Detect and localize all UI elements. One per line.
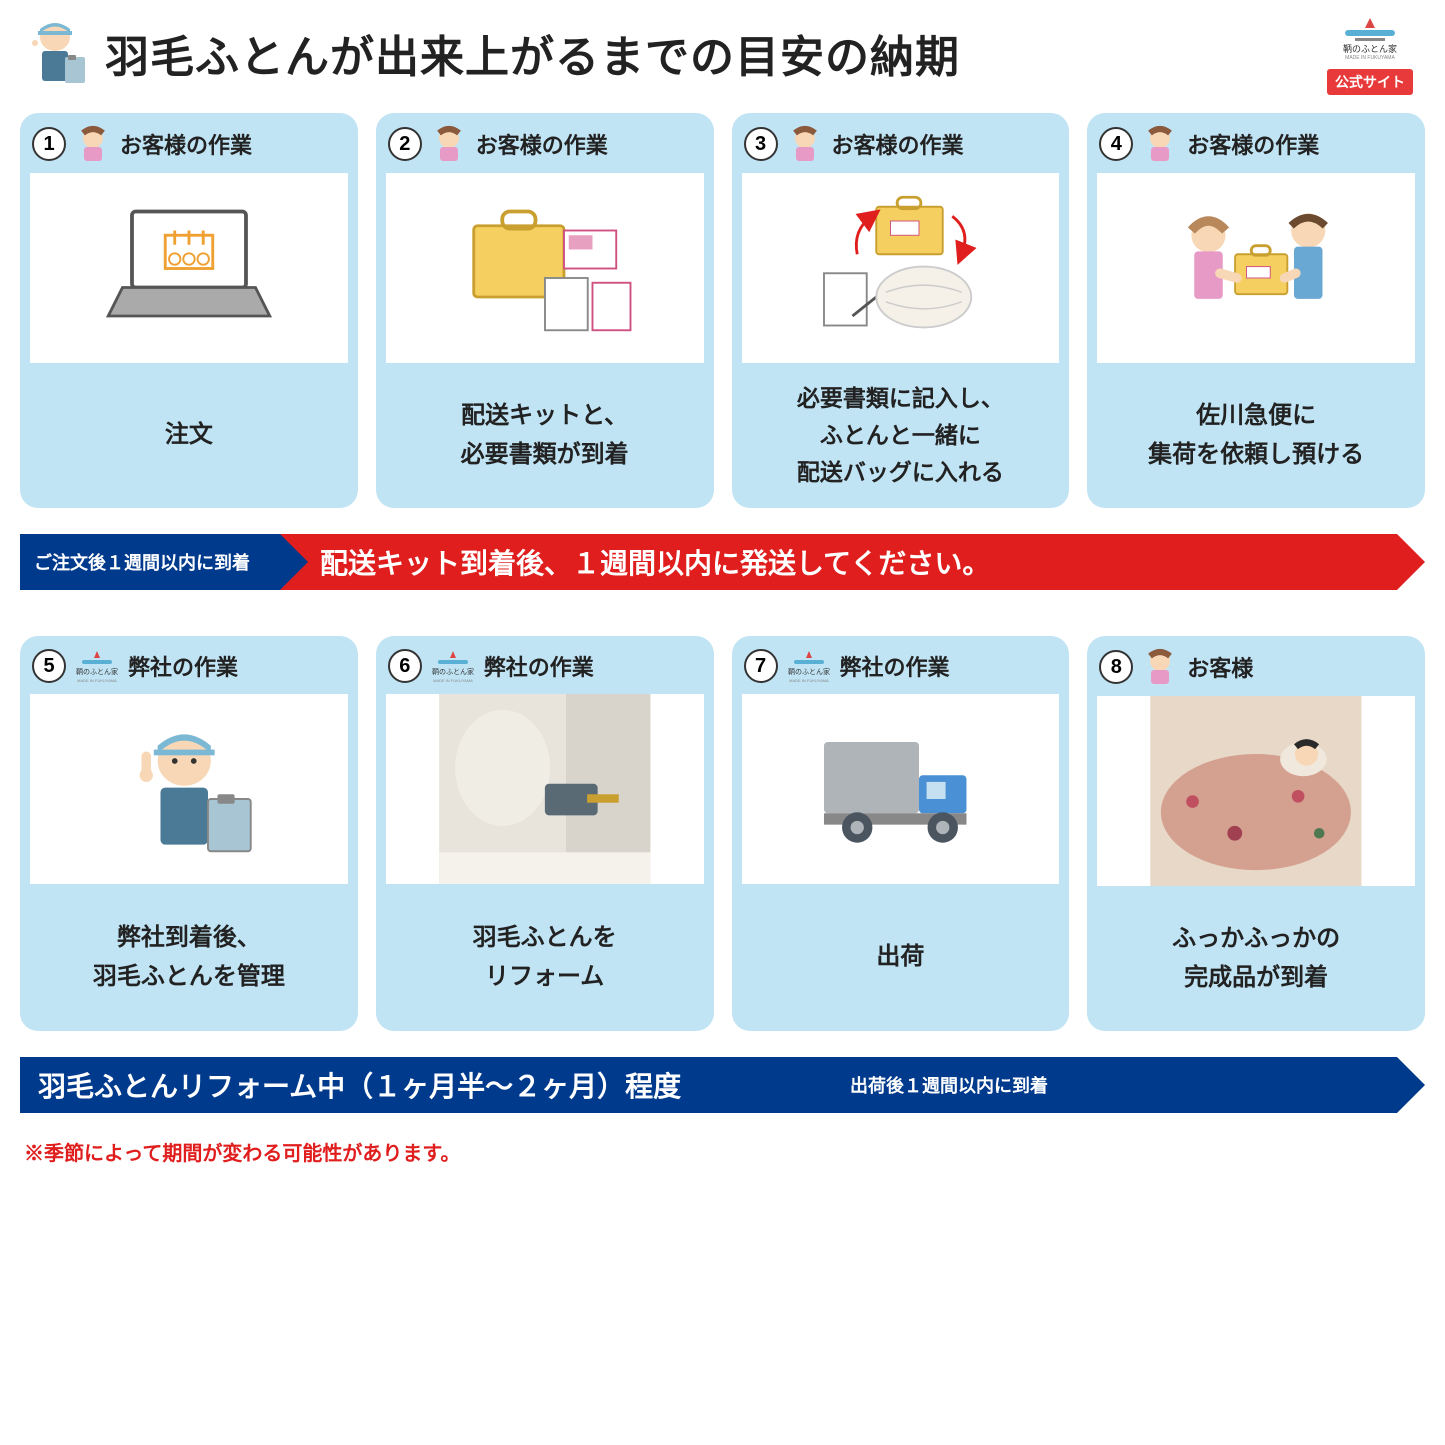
- step-number: 2: [388, 127, 422, 161]
- kit-docs-icon: [402, 183, 688, 354]
- step-image-6: [386, 694, 704, 884]
- step-card-1: 1 お客様の作業 注文: [20, 113, 358, 508]
- customer-icon: [1139, 123, 1181, 165]
- step-desc: 羽毛ふとんを リフォーム: [376, 884, 714, 1031]
- step-number: 4: [1099, 127, 1133, 161]
- step-image-1: [30, 173, 348, 363]
- infographic-container: 羽毛ふとんが出来上がるまでの目安の納期 鞆のふとん家 MADE IN FUKUY…: [0, 0, 1445, 1186]
- step-desc: 佐川急便に 集荷を依頼し預ける: [1087, 363, 1425, 508]
- step-card-8: 8 お客様 ふっかふっかの 完成品が到着: [1087, 636, 1425, 1031]
- step-header: 5 鞆のふとん家 MADE IN FUKUYAMA 弊社の作業: [20, 636, 358, 694]
- handoff-icon: [1113, 183, 1399, 354]
- company-logo-small-icon: 鞆のふとん家 MADE IN FUKUYAMA: [784, 646, 834, 686]
- step-number: 7: [744, 649, 778, 683]
- svg-text:鞆のふとん家: 鞆のふとん家: [1343, 43, 1397, 54]
- step-desc: 注文: [20, 363, 358, 508]
- header: 羽毛ふとんが出来上がるまでの目安の納期 鞆のふとん家 MADE IN FUKUY…: [0, 0, 1445, 105]
- season-note: ※季節によって期間が変わる可能性があります。: [0, 1131, 1445, 1186]
- svg-text:鞆のふとん家: 鞆のふとん家: [432, 667, 474, 676]
- step-card-6: 6 鞆のふとん家 MADE IN FUKUYAMA 弊社の作業 羽毛ふとんを リフ…: [376, 636, 714, 1031]
- step-owner: 弊社の作業: [840, 650, 950, 682]
- steps-row-2: 5 鞆のふとん家MADE IN FUKUYAMA 弊社の作業 弊社到着後、 羽毛: [0, 628, 1445, 1039]
- step-image-5: [30, 694, 348, 884]
- step-header: 2 お客様の作業: [376, 113, 714, 173]
- step-owner: お客様の作業: [832, 128, 964, 160]
- arrow-red: 配送キット到着後、１週間以内に発送してください。: [280, 534, 1397, 590]
- customer-icon: [428, 123, 470, 165]
- step-header: 6 鞆のふとん家 MADE IN FUKUYAMA 弊社の作業: [376, 636, 714, 694]
- step-number: 6: [388, 649, 422, 683]
- step-owner: お客様の作業: [476, 128, 608, 160]
- sleeping-photo-icon: [1097, 696, 1415, 886]
- truck-icon: [757, 704, 1043, 875]
- svg-text:MADE IN FUKUYAMA: MADE IN FUKUYAMA: [77, 678, 117, 683]
- step-owner: お客様の作業: [1187, 128, 1319, 160]
- step-number: 3: [744, 127, 778, 161]
- main-title: 羽毛ふとんが出来上がるまでの目安の納期: [105, 21, 1300, 85]
- step-card-7: 7 鞆のふとん家 MADE IN FUKUYAMA 弊社の作業 出荷: [732, 636, 1070, 1031]
- step-card-2: 2 お客様の作業 配送キットと、 必要書類が到着: [376, 113, 714, 508]
- step-image-8: [1097, 696, 1415, 886]
- step-card-4: 4 お客様の作業 佐川急便に 集荷: [1087, 113, 1425, 508]
- arrow-text: ご注文後１週間以内に到着: [34, 549, 250, 575]
- arrow-row-1: ご注文後１週間以内に到着 配送キット到着後、１週間以内に発送してください。: [0, 516, 1445, 608]
- step-image-3: [742, 173, 1060, 363]
- svg-text:MADE IN FUKUYAMA: MADE IN FUKUYAMA: [1345, 55, 1395, 60]
- step-header: 3 お客様の作業: [732, 113, 1070, 173]
- arrow-navy-3: 出荷後１週間以内に到着: [810, 1057, 1397, 1113]
- step-number: 5: [32, 649, 66, 683]
- step-owner: 弊社の作業: [128, 650, 238, 682]
- company-logo-icon: 鞆のふとん家 MADE IN FUKUYAMA: [1325, 10, 1415, 60]
- step-header: 8 お客様: [1087, 636, 1425, 696]
- worker-icon: [20, 15, 90, 90]
- step-owner: お客様の作業: [120, 128, 252, 160]
- arrow-text: 羽毛ふとんリフォーム中（１ヶ月半〜２ヶ月）程度: [38, 1065, 681, 1105]
- svg-text:鞆のふとん家: 鞆のふとん家: [76, 667, 118, 676]
- steps-row-1: 1 お客様の作業 注文: [0, 105, 1445, 516]
- step-card-3: 3 お客様の作業 必要書類に記入し、 ふとんと一緒に 配: [732, 113, 1070, 508]
- svg-text:鞆のふとん家: 鞆のふとん家: [788, 667, 830, 676]
- arrow-text: 出荷後１週間以内に到着: [850, 1072, 1048, 1098]
- official-badge: 公式サイト: [1327, 69, 1413, 95]
- step-image-2: [386, 173, 704, 363]
- arrow-navy-2: 羽毛ふとんリフォーム中（１ヶ月半〜２ヶ月）程度: [20, 1057, 810, 1113]
- pack-icon: [757, 183, 1043, 354]
- step-image-4: [1097, 173, 1415, 363]
- step-owner: お客様: [1187, 651, 1253, 683]
- arrow-row-2: 羽毛ふとんリフォーム中（１ヶ月半〜２ヶ月）程度 出荷後１週間以内に到着: [0, 1039, 1445, 1131]
- customer-icon: [72, 123, 114, 165]
- step-desc: 配送キットと、 必要書類が到着: [376, 363, 714, 508]
- laptop-icon: [46, 183, 332, 354]
- reform-photo-icon: [386, 694, 704, 884]
- step-header: 4 お客様の作業: [1087, 113, 1425, 173]
- step-number: 1: [32, 127, 66, 161]
- step-header: 7 鞆のふとん家 MADE IN FUKUYAMA 弊社の作業: [732, 636, 1070, 694]
- step-number: 8: [1099, 650, 1133, 684]
- step-header: 1 お客様の作業: [20, 113, 358, 173]
- step-owner: 弊社の作業: [484, 650, 594, 682]
- company-logo-small-icon: 鞆のふとん家 MADE IN FUKUYAMA: [428, 646, 478, 686]
- step-desc: 出荷: [732, 884, 1070, 1031]
- svg-text:MADE IN FUKUYAMA: MADE IN FUKUYAMA: [789, 678, 829, 683]
- customer-icon: [1139, 646, 1181, 688]
- step-desc: 弊社到着後、 羽毛ふとんを管理: [20, 884, 358, 1031]
- step-desc: ふっかふっかの 完成品が到着: [1087, 886, 1425, 1031]
- arrow-text: 配送キット到着後、１週間以内に発送してください。: [320, 542, 990, 582]
- logo-area: 鞆のふとん家 MADE IN FUKUYAMA 公式サイト: [1315, 10, 1425, 95]
- customer-icon: [784, 123, 826, 165]
- company-logo-small-icon: 鞆のふとん家 MADE IN FUKUYAMA: [72, 646, 122, 686]
- arrow-navy-1: ご注文後１週間以内に到着: [20, 534, 280, 590]
- step-card-5: 5 鞆のふとん家MADE IN FUKUYAMA 弊社の作業 弊社到着後、 羽毛: [20, 636, 358, 1031]
- svg-text:MADE IN FUKUYAMA: MADE IN FUKUYAMA: [433, 678, 473, 683]
- step-desc: 必要書類に記入し、 ふとんと一緒に 配送バッグに入れる: [732, 363, 1070, 508]
- manage-worker-icon: [46, 704, 332, 875]
- step-image-7: [742, 694, 1060, 884]
